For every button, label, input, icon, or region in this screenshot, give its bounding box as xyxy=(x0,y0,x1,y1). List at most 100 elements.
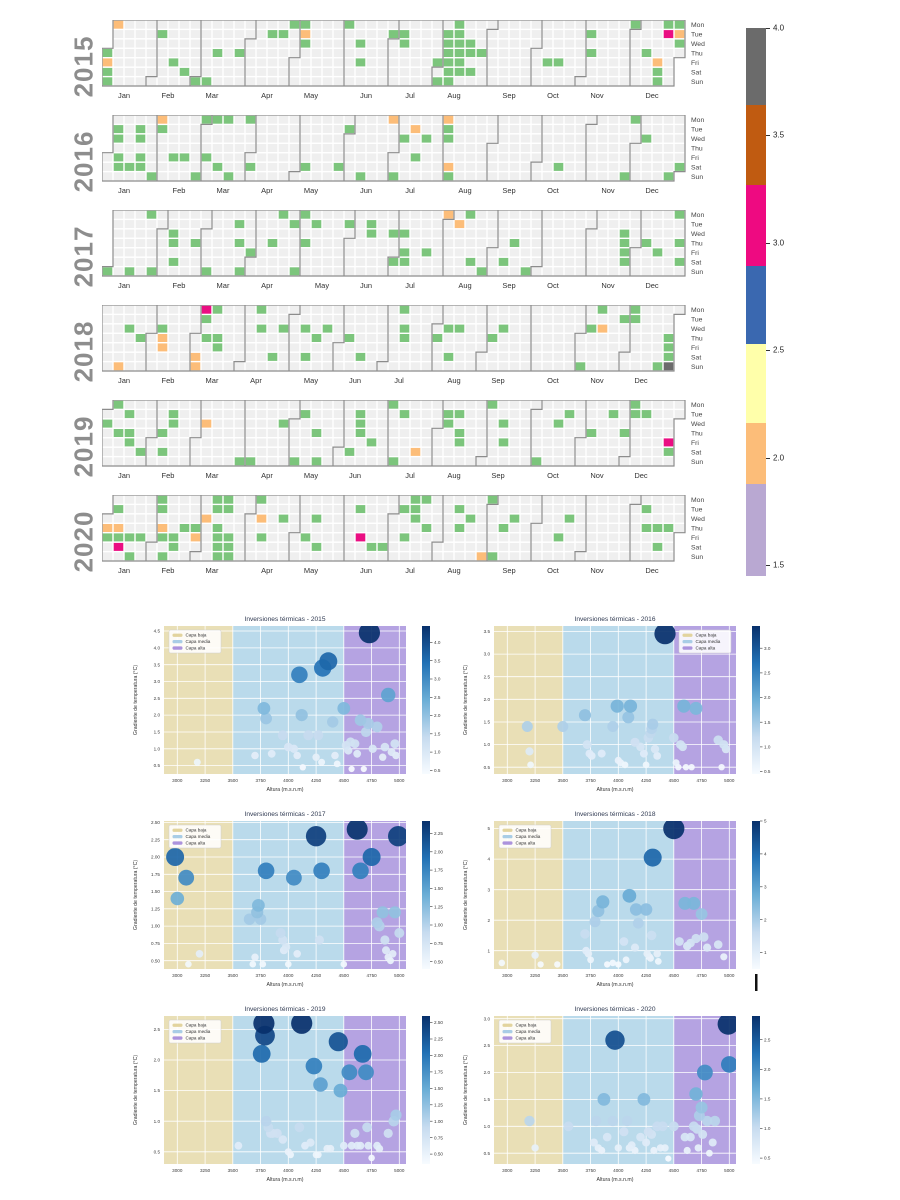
day-cell xyxy=(410,58,421,67)
day-cell xyxy=(443,153,454,162)
day-cell xyxy=(179,20,190,29)
day-cell xyxy=(355,162,366,171)
day-cell xyxy=(531,524,542,532)
day-cell xyxy=(234,125,245,134)
day-cell xyxy=(663,552,674,561)
day-cell xyxy=(256,552,267,561)
day-cell xyxy=(201,352,212,361)
data-point xyxy=(272,1128,282,1138)
y-axis-label: Gradiente de temperatura (°C) xyxy=(133,1055,139,1125)
day-cell xyxy=(520,229,531,238)
day-cell xyxy=(124,447,135,456)
y-tick-label: 1.0 xyxy=(484,1124,491,1129)
day-cell xyxy=(641,49,652,57)
day-cell xyxy=(432,77,443,86)
day-cell xyxy=(652,20,663,29)
day-cell xyxy=(487,315,498,324)
plot-colorbar-tick-label: 2.5 xyxy=(764,671,771,676)
day-label: Sat xyxy=(691,259,701,266)
data-point xyxy=(609,959,617,967)
day-cell xyxy=(157,524,168,532)
day-cell xyxy=(410,239,421,247)
y-tick-label: 1.5 xyxy=(154,1088,161,1093)
day-cell xyxy=(113,552,124,561)
day-cell xyxy=(542,429,553,437)
day-cell xyxy=(344,125,355,134)
day-cell xyxy=(410,438,421,447)
legend-label: Capa baja xyxy=(186,1023,207,1028)
day-cell xyxy=(201,419,212,428)
day-cell xyxy=(113,352,124,361)
day-cell xyxy=(223,58,234,67)
day-cell xyxy=(168,438,179,447)
day-cell xyxy=(267,210,278,219)
day-cell xyxy=(102,514,113,523)
day-cell xyxy=(102,362,113,371)
day-cell xyxy=(311,505,322,514)
day-cell xyxy=(355,533,366,542)
plot-colorbar-tick-label: 0.50 xyxy=(434,1152,443,1157)
day-cell xyxy=(245,514,256,523)
day-cell xyxy=(388,447,399,456)
day-cell xyxy=(289,153,300,162)
day-cell xyxy=(498,229,509,238)
day-cell xyxy=(641,324,652,333)
day-cell xyxy=(608,77,619,86)
data-point xyxy=(614,756,622,764)
day-label: Tue xyxy=(691,317,703,324)
day-cell xyxy=(663,125,674,134)
day-cell xyxy=(311,125,322,134)
day-cell xyxy=(421,49,432,57)
colorbar-segment xyxy=(746,265,766,345)
day-cell xyxy=(432,362,443,371)
day-cell xyxy=(399,30,410,39)
day-cell xyxy=(355,495,366,504)
day-cell xyxy=(124,362,135,371)
day-cell xyxy=(322,552,333,561)
day-cell xyxy=(597,58,608,67)
day-cell xyxy=(509,49,520,57)
month-label: Dec xyxy=(645,186,659,195)
day-cell xyxy=(289,210,300,219)
day-cell xyxy=(553,115,564,124)
day-cell xyxy=(355,429,366,437)
day-cell xyxy=(465,305,476,314)
day-cell xyxy=(245,67,256,76)
data-point xyxy=(527,761,534,769)
day-cell xyxy=(212,172,223,181)
day-cell xyxy=(366,514,377,523)
plot-colorbar-tick-label: 1.25 xyxy=(434,1102,443,1107)
day-cell xyxy=(212,248,223,257)
day-cell xyxy=(564,220,575,229)
day-cell xyxy=(366,552,377,561)
year-label: 2017 xyxy=(66,210,102,302)
day-cell xyxy=(498,153,509,162)
day-cell xyxy=(124,457,135,466)
day-cell xyxy=(630,419,641,428)
day-cell xyxy=(190,514,201,523)
day-cell xyxy=(146,524,157,532)
day-cell xyxy=(234,447,245,456)
day-cell xyxy=(344,248,355,257)
month-label: Jul xyxy=(394,376,404,385)
day-cell xyxy=(377,162,388,171)
day-cell xyxy=(256,429,267,437)
y-tick-label: 0.75 xyxy=(151,941,160,946)
day-cell xyxy=(234,457,245,466)
day-cell xyxy=(509,210,520,219)
day-cell xyxy=(223,495,234,504)
month-label: May xyxy=(304,91,318,100)
day-cell xyxy=(300,533,311,542)
day-cell xyxy=(366,447,377,456)
day-cell xyxy=(608,352,619,361)
day-cell xyxy=(256,239,267,247)
day-cell xyxy=(256,77,267,86)
day-cell xyxy=(443,495,454,504)
day-cell xyxy=(344,542,355,551)
data-point xyxy=(661,1144,669,1152)
day-cell xyxy=(630,495,641,504)
day-cell xyxy=(300,248,311,257)
y-tick-label: 0.5 xyxy=(484,765,491,770)
day-cell xyxy=(399,20,410,29)
day-label: Thu xyxy=(691,241,703,248)
